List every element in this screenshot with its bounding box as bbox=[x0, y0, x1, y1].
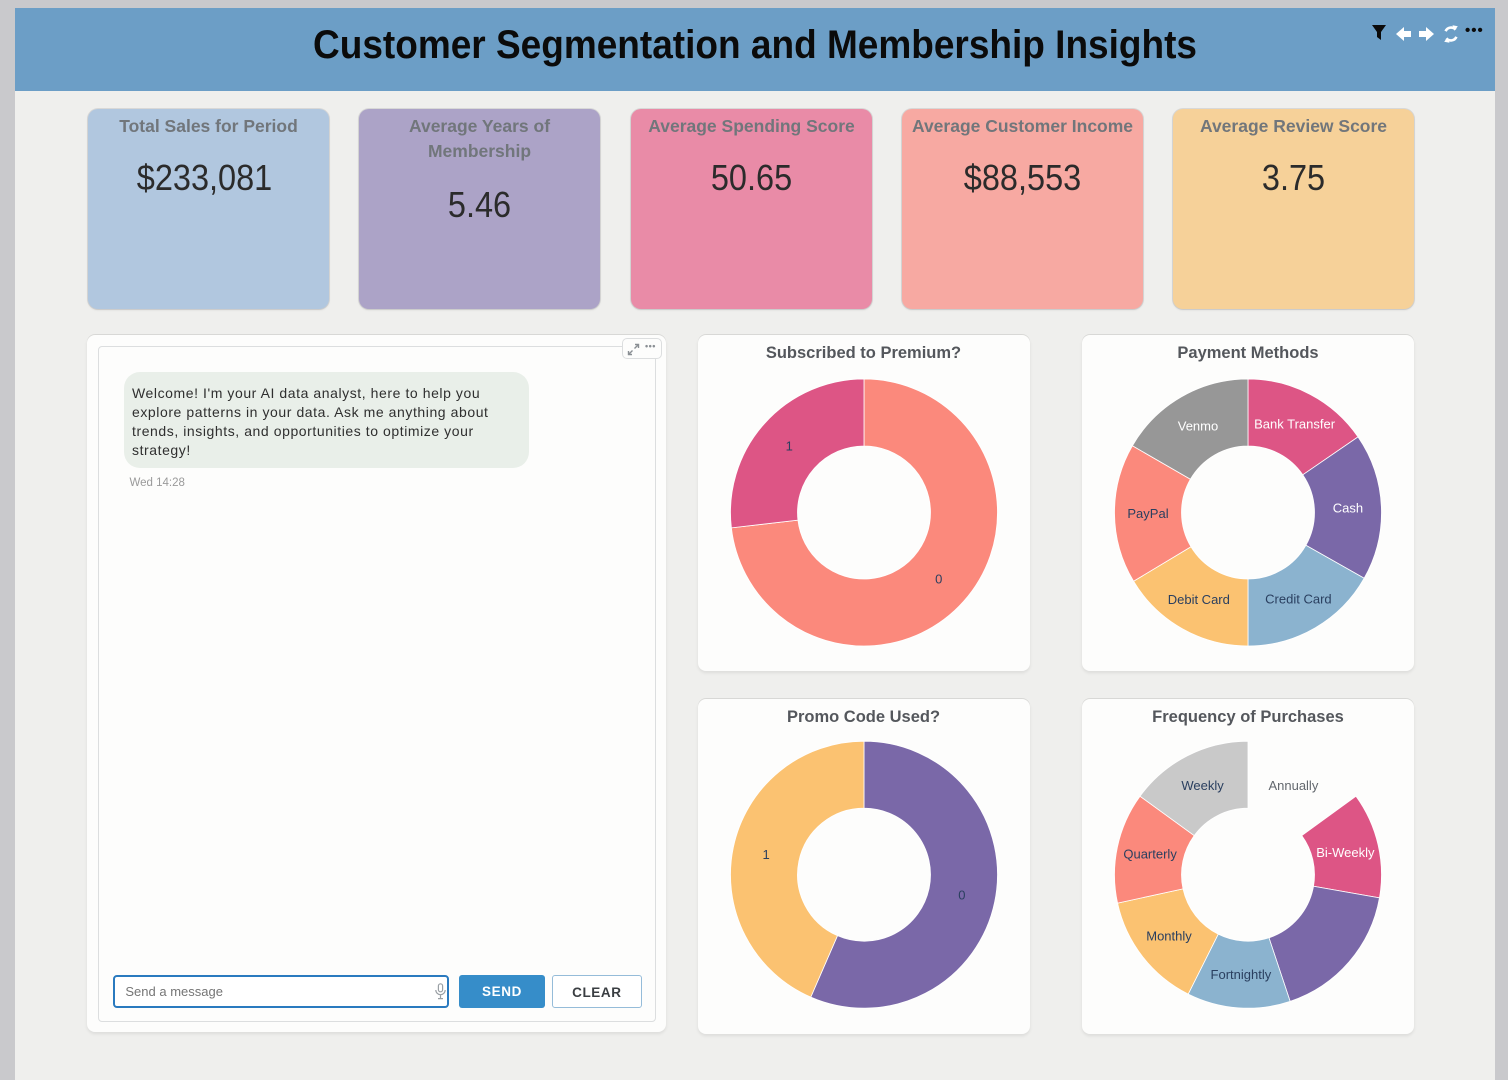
svg-text:Bi-Weekly: Bi-Weekly bbox=[1316, 845, 1375, 860]
svg-text:Annually: Annually bbox=[1268, 778, 1318, 793]
svg-text:1: 1 bbox=[785, 439, 792, 454]
svg-text:Venmo: Venmo bbox=[1178, 418, 1218, 433]
svg-text:Debit Card: Debit Card bbox=[1168, 592, 1230, 607]
svg-text:Fortnightly: Fortnightly bbox=[1211, 967, 1272, 982]
svg-text:Weekly: Weekly bbox=[1181, 778, 1224, 793]
svg-text:PayPal: PayPal bbox=[1127, 506, 1168, 521]
svg-text:0: 0 bbox=[958, 888, 965, 903]
svg-text:0: 0 bbox=[935, 572, 942, 587]
svg-text:Bank Transfer: Bank Transfer bbox=[1254, 417, 1336, 432]
svg-text:Quarterly: Quarterly bbox=[1123, 847, 1177, 862]
svg-text:Credit Card: Credit Card bbox=[1265, 591, 1331, 606]
svg-text:Cash: Cash bbox=[1333, 501, 1363, 516]
svg-text:1: 1 bbox=[762, 847, 769, 862]
svg-text:Monthly: Monthly bbox=[1146, 929, 1192, 944]
